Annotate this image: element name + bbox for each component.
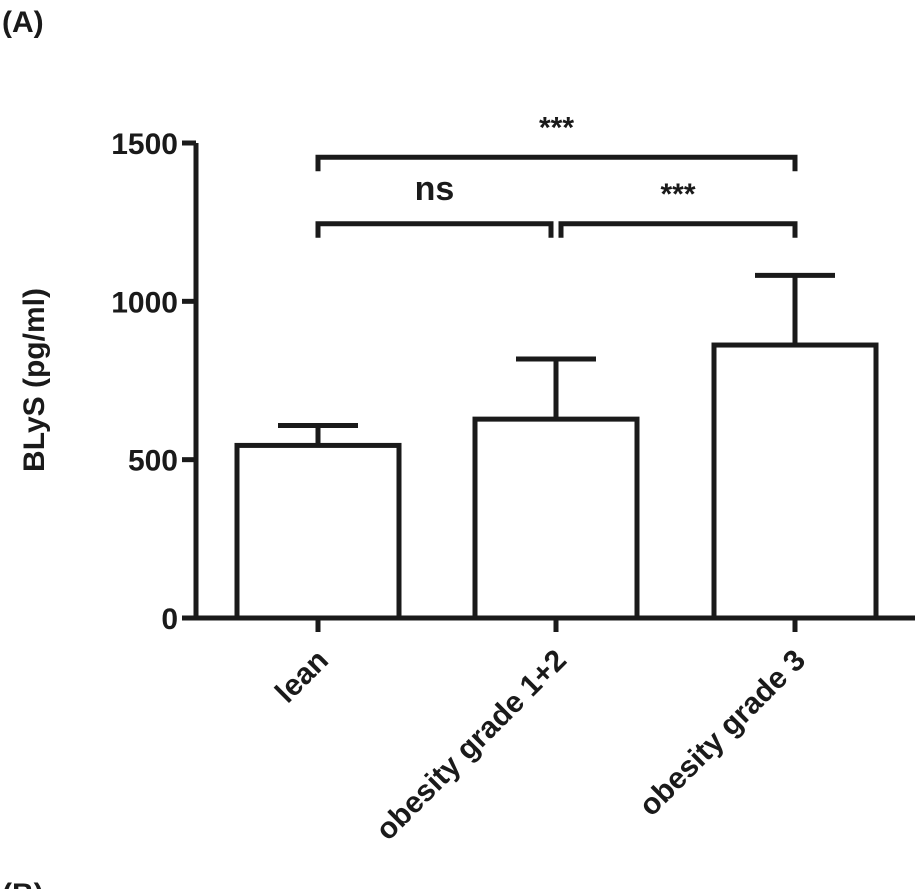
bar-1: [475, 419, 637, 618]
y-tick-label-1: 500: [128, 445, 178, 478]
y-axis-label: BLyS (pg/ml): [18, 288, 51, 472]
y-tick-label-0: 0: [161, 603, 178, 636]
significance-label-0: ***: [539, 111, 574, 144]
significance-bracket-2: [561, 224, 795, 238]
x-tick-labels: lean obesity grade 1+2 obesity grade 3: [269, 644, 812, 847]
bar-0: [237, 445, 399, 618]
bar-2: [714, 345, 876, 618]
x-tick-label-0: lean: [269, 644, 335, 710]
y-tick-label-3: 1500: [111, 128, 178, 161]
significance-brackets: *** ns ***: [318, 111, 795, 238]
significance-label-1: ns: [415, 170, 455, 208]
y-tick-label-2: 1000: [111, 286, 178, 319]
significance-label-2: ***: [660, 178, 695, 211]
x-tick-label-1: obesity grade 1+2: [370, 644, 573, 847]
x-tick-label-2: obesity grade 3: [633, 644, 812, 823]
panel-label-a: (A): [2, 6, 44, 39]
panel-label-b: (B): [2, 878, 44, 889]
significance-bracket-1: [318, 224, 551, 238]
significance-bracket-0: [318, 157, 795, 171]
